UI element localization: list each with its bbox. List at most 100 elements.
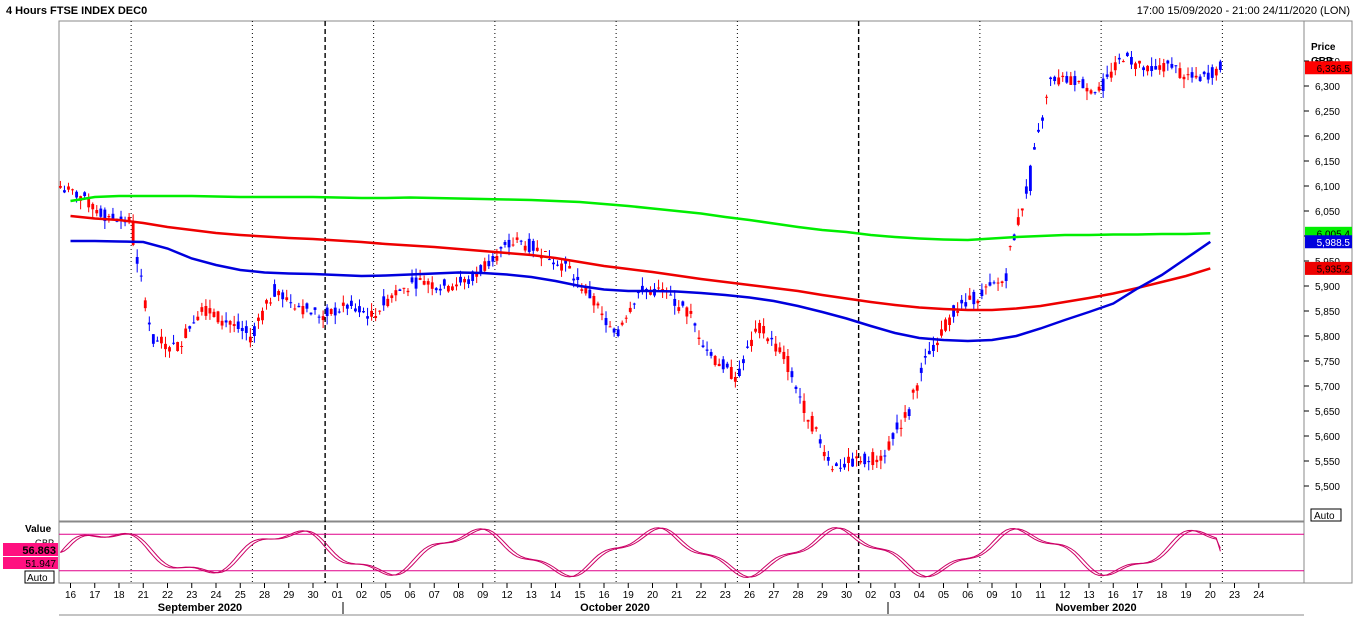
chart-date-range: 17:00 15/09/2020 - 21:00 24/11/2020 (LON… (1137, 5, 1350, 17)
candle-body (572, 278, 576, 281)
candle-body (818, 439, 822, 444)
indicator-panel-frame (58, 521, 1305, 584)
candle-body (778, 347, 782, 353)
candle-body (535, 247, 539, 251)
candle-body (180, 346, 184, 347)
candle-body (317, 316, 321, 318)
candle-body (972, 291, 976, 305)
candle-body (224, 320, 228, 323)
candle-body (580, 289, 584, 291)
candle-body (127, 216, 131, 222)
candle-body (1166, 60, 1170, 64)
candle-body (71, 189, 74, 191)
candle-body (261, 310, 264, 321)
candle-body (475, 273, 479, 277)
candle-body (1061, 75, 1065, 78)
day-tick-label: 07 (429, 590, 441, 601)
candle-body (216, 311, 220, 323)
candle-body (232, 324, 236, 327)
candle-body (628, 307, 632, 312)
candle-body (1210, 67, 1214, 78)
candle-body (992, 282, 996, 284)
candle-body (875, 459, 879, 463)
price-tick-label: 6,100 (1315, 182, 1340, 193)
candle-body (1158, 65, 1162, 70)
moving-averages (70, 194, 1212, 343)
candle-body (543, 251, 547, 252)
day-tick-label: 14 (550, 590, 562, 601)
candle-body (794, 386, 798, 389)
candle-body (713, 356, 717, 365)
day-tick-label: 20 (647, 590, 659, 601)
candle-body (560, 263, 563, 271)
candle-body (843, 463, 846, 468)
day-tick-label: 19 (1180, 590, 1192, 601)
candle-body (1121, 61, 1125, 63)
day-tick-label: 16 (1108, 590, 1120, 601)
candle-body (729, 366, 733, 379)
candle-body (362, 311, 365, 313)
candle-body (515, 237, 519, 240)
candle-body (228, 321, 232, 325)
price-auto-label: Auto (1314, 511, 1335, 522)
candle-body (1053, 76, 1057, 81)
day-tick-label: 04 (914, 590, 926, 601)
candle-body (406, 290, 410, 293)
day-tick-label: 19 (623, 590, 635, 601)
candle-body (430, 282, 434, 289)
candle-body (378, 310, 382, 312)
candle-body (67, 186, 70, 190)
candle-body (620, 322, 624, 325)
candle-body (806, 419, 810, 422)
candle-body (1085, 87, 1089, 92)
ma-blue-badge-box (1305, 235, 1352, 249)
candle-body (1093, 92, 1097, 94)
candle-body (240, 327, 244, 332)
candle-body (434, 288, 438, 291)
candle-body (135, 257, 139, 264)
candle-body (1142, 67, 1145, 71)
day-tick-label: 12 (1059, 590, 1071, 601)
candle-body (467, 279, 471, 284)
candle-body (907, 409, 911, 416)
day-tick-label: 18 (1156, 590, 1168, 601)
candle-body (750, 339, 753, 347)
candle-body (786, 356, 790, 373)
price-auto-button[interactable] (1310, 508, 1342, 522)
candle-body (859, 461, 863, 463)
stoch-line-0 (60, 527, 1221, 579)
candle-body (588, 289, 592, 299)
price-tick-label: 6,150 (1315, 157, 1340, 168)
candle-body (887, 441, 891, 450)
ma-blue-line (70, 239, 1212, 343)
day-tick-label: 08 (453, 590, 465, 601)
candle-body (1214, 68, 1218, 76)
day-tick-label: 11 (1035, 590, 1046, 601)
candle-body (1004, 273, 1008, 281)
candle-body (422, 281, 426, 285)
indicator-auto-button[interactable] (24, 570, 55, 584)
candle-body (208, 308, 212, 314)
day-tick-label: 10 (1011, 590, 1023, 601)
candle-body (891, 433, 895, 439)
candle-body (936, 342, 939, 346)
candle-body (701, 345, 705, 347)
candle-body (107, 216, 111, 218)
candle-body (531, 240, 535, 251)
ma-blue-badge-label: 5,988.5 (1317, 238, 1351, 249)
day-tick-label: 22 (695, 590, 707, 601)
candle-body (988, 282, 992, 286)
candle-body (782, 351, 786, 360)
candle-body (927, 350, 931, 355)
candle-body (826, 457, 830, 461)
candle-body (188, 326, 192, 329)
candle-body (164, 343, 167, 350)
candle-body (370, 310, 374, 317)
day-tick-label: 15 (574, 590, 586, 601)
candle-body (394, 290, 398, 296)
candle-body (1024, 186, 1028, 194)
candle-body (366, 316, 369, 319)
candle-body (733, 376, 737, 382)
candle-body (200, 307, 204, 312)
candle-body (923, 355, 927, 358)
